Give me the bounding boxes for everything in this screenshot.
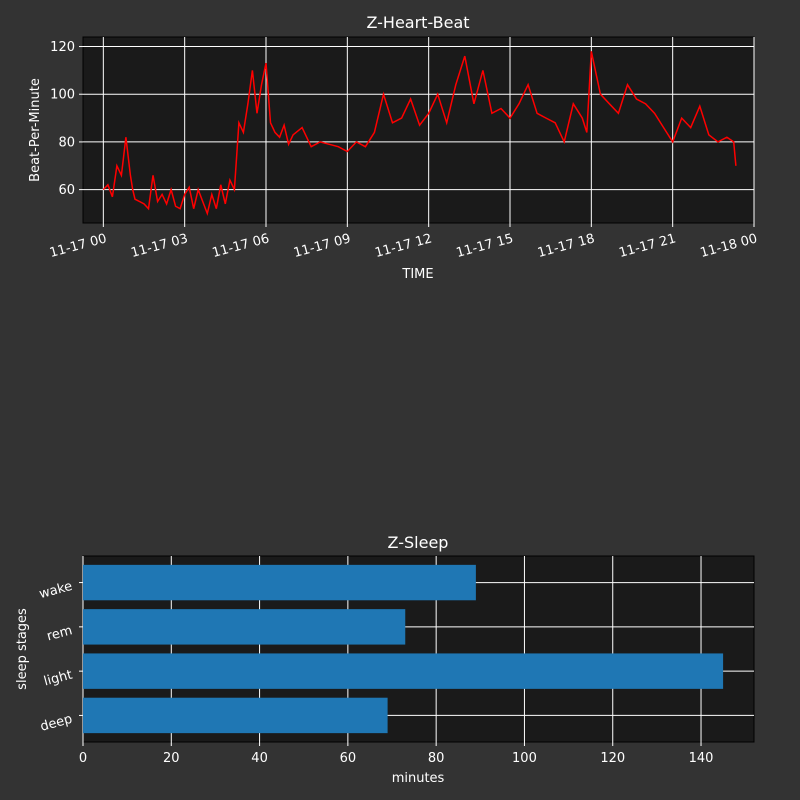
sleep-bar-rem	[83, 609, 406, 645]
sleep-y-axis-label: sleep stages	[15, 608, 30, 690]
hr-x-tick-label: 11-17 00	[48, 231, 108, 261]
hr-x-tick-label: 11-17 06	[211, 231, 271, 261]
sleep-x-tick-label: 100	[512, 751, 537, 766]
sleep-x-tick-label: 140	[689, 751, 714, 766]
sleep-title: Z-Sleep	[388, 533, 449, 552]
sleep-x-tick-label: 0	[79, 751, 87, 766]
hr-x-tick-label: 11-17 18	[536, 231, 596, 261]
hr-y-tick-label: 80	[58, 135, 75, 150]
sleep-bars	[83, 564, 724, 734]
hr-y-tick-label: 100	[50, 88, 75, 103]
hr-y-tick-label: 60	[58, 183, 75, 198]
sleep-y-tick-label: rem	[45, 623, 74, 644]
hr-x-tick-label: 11-17 21	[617, 231, 677, 261]
heart-rate-y-axis-label: Beat-Per-Minute	[28, 78, 43, 182]
sleep-bar-deep	[83, 697, 388, 734]
sleep-x-tick-label: 80	[428, 751, 445, 766]
heart-rate-x-axis-label: TIME	[401, 267, 433, 282]
heart-rate-series-line	[102, 51, 737, 217]
sleep-bar-wake	[83, 564, 476, 601]
heart-rate-title: Z-Heart-Beat	[366, 13, 469, 32]
sleep-y-tick-label: light	[42, 668, 74, 690]
heart-rate-grid	[83, 37, 755, 223]
sleep-x-tick-label: 60	[340, 751, 357, 766]
hr-x-tick-label: 11-17 09	[292, 231, 352, 261]
sleep-x-tick-label: 120	[600, 751, 625, 766]
sleep-y-tick-label: wake	[38, 579, 74, 602]
heart-rate-chart: 60 80 100 120 11-17 00 11-17 03 11-17 06 11-17 …	[28, 13, 759, 282]
sleep-x-axis-label: minutes	[392, 771, 445, 786]
sleep-chart: 0 20 40 60 80 100 120 140 deep light rem wake Z-Sle…	[15, 533, 755, 786]
heart-rate-plot-area	[82, 36, 755, 224]
sleep-x-tick-label: 40	[251, 751, 268, 766]
hr-x-tick-label: 11-17 15	[455, 231, 515, 261]
sleep-y-tick-label: deep	[39, 712, 74, 735]
sleep-bar-light	[83, 653, 724, 689]
sleep-x-tick-label: 20	[163, 751, 180, 766]
hr-x-tick-label: 11-17 03	[129, 231, 189, 261]
hr-x-tick-label: 11-17 12	[373, 231, 433, 261]
hr-x-tick-label: 11-18 00	[699, 231, 759, 261]
hr-y-tick-label: 120	[50, 40, 75, 55]
